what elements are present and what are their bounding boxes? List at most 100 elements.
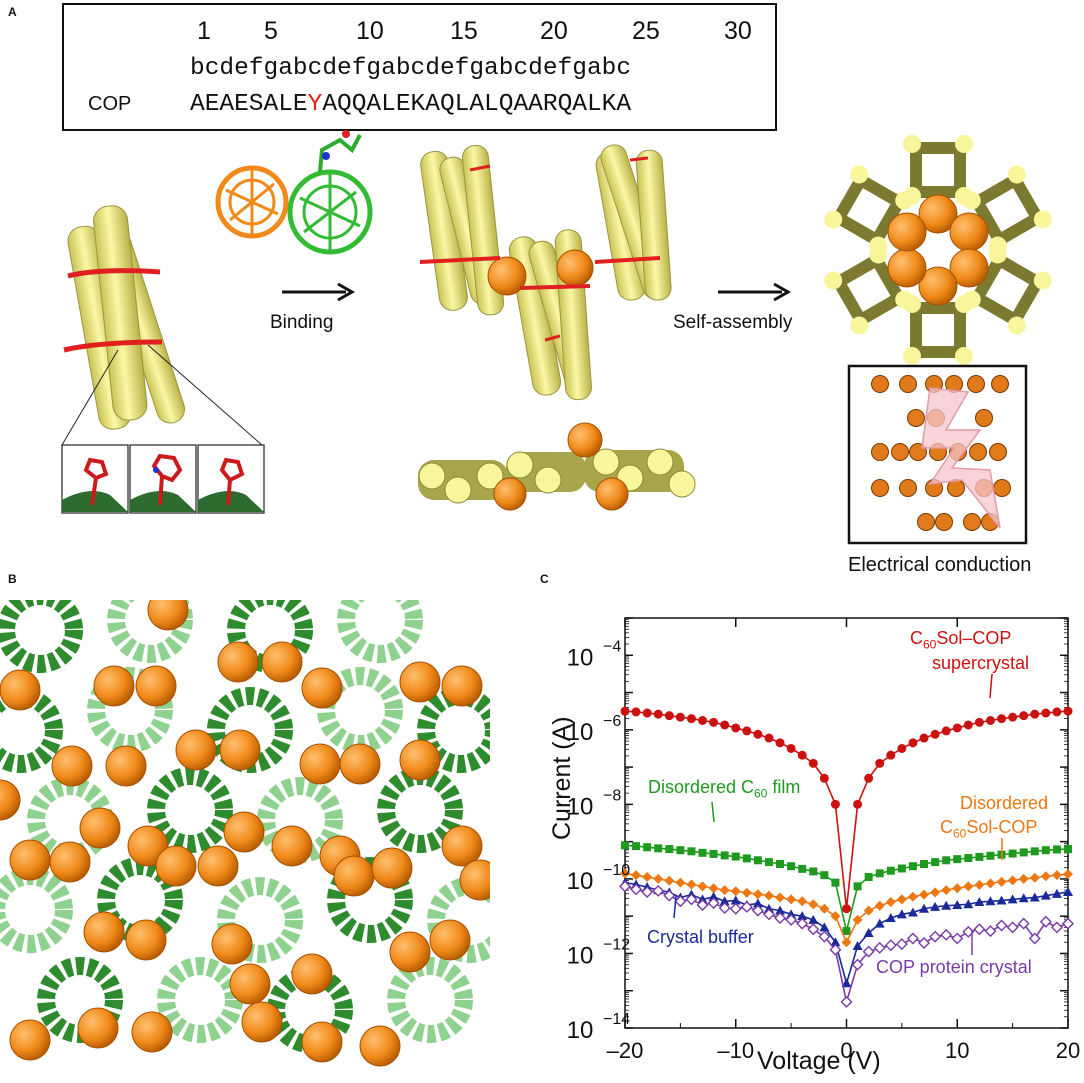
data-point-2 bbox=[719, 885, 730, 896]
data-point-1 bbox=[897, 864, 906, 873]
data-point-1 bbox=[809, 867, 818, 876]
data-point-3 bbox=[808, 914, 819, 924]
chart-series bbox=[619, 673, 1074, 1008]
data-point-1 bbox=[764, 858, 773, 867]
data-point-0 bbox=[709, 717, 719, 727]
data-point-3 bbox=[1063, 886, 1073, 896]
data-point-3 bbox=[719, 896, 730, 906]
fullerene-sphere bbox=[217, 641, 259, 683]
data-point-0 bbox=[963, 720, 973, 730]
series-label-supercrystal: C60Sol–COP bbox=[910, 628, 1012, 652]
data-point-2 bbox=[1007, 875, 1018, 886]
data-point-2 bbox=[841, 937, 852, 948]
data-point-1 bbox=[908, 862, 917, 871]
data-point-0 bbox=[686, 714, 696, 724]
fullerene-sphere bbox=[459, 859, 490, 901]
conduction-fullerene bbox=[935, 513, 953, 531]
data-point-4 bbox=[751, 904, 764, 917]
data-point-4 bbox=[685, 893, 698, 906]
data-point-1 bbox=[1041, 846, 1050, 855]
conduction-fullerene bbox=[969, 443, 987, 461]
data-point-4 bbox=[619, 880, 631, 893]
data-point-2 bbox=[919, 889, 930, 900]
fullerene-sphere bbox=[333, 855, 375, 897]
fullerene-sphere bbox=[211, 923, 253, 965]
data-point-2 bbox=[952, 883, 963, 894]
schematic-illustration bbox=[61, 130, 1052, 545]
y-tick-exponent: −10 bbox=[603, 862, 630, 879]
y-tick-label: 10 bbox=[567, 942, 594, 969]
data-point-4 bbox=[840, 995, 853, 1008]
conduction-fullerene bbox=[989, 443, 1007, 461]
sequence-highlight-residue: Y bbox=[307, 91, 323, 118]
fullerene-sphere bbox=[77, 1007, 119, 1049]
data-point-4 bbox=[652, 884, 665, 897]
data-point-3 bbox=[874, 918, 885, 928]
data-point-1 bbox=[831, 878, 840, 887]
data-point-2 bbox=[1018, 873, 1029, 884]
data-point-0 bbox=[864, 773, 874, 783]
data-point-0 bbox=[974, 717, 984, 727]
data-point-4 bbox=[862, 945, 875, 958]
data-point-0 bbox=[875, 758, 885, 768]
x-tick-label: –10 bbox=[717, 1038, 754, 1063]
data-point-4 bbox=[807, 923, 820, 936]
data-point-0 bbox=[1052, 707, 1062, 717]
position-15: 15 bbox=[450, 17, 478, 45]
sequence-name: COP bbox=[88, 93, 132, 115]
data-point-1 bbox=[1019, 848, 1028, 857]
x-tick-label: 0 bbox=[840, 1038, 852, 1063]
data-point-1 bbox=[842, 927, 851, 936]
data-point-2 bbox=[631, 870, 642, 881]
data-point-1 bbox=[687, 847, 696, 856]
data-point-4 bbox=[918, 937, 931, 950]
data-point-1 bbox=[1008, 849, 1017, 858]
conduction-fullerene bbox=[899, 375, 917, 393]
data-point-2 bbox=[996, 876, 1007, 887]
data-point-1 bbox=[676, 846, 685, 855]
data-point-3 bbox=[786, 909, 797, 919]
data-point-2 bbox=[808, 899, 819, 910]
series-label-cop-protein-crystal: COP protein crystal bbox=[876, 957, 1032, 977]
data-point-0 bbox=[908, 738, 918, 748]
label-leader bbox=[711, 801, 715, 823]
fullerene-sphere bbox=[359, 1025, 401, 1067]
conduction-fullerene bbox=[917, 513, 935, 531]
fullerene-sphere bbox=[79, 807, 121, 849]
data-point-1 bbox=[787, 862, 796, 871]
data-point-0 bbox=[775, 738, 785, 748]
position-25: 25 bbox=[632, 17, 660, 45]
data-point-2 bbox=[642, 872, 653, 883]
y-tick-exponent: −4 bbox=[603, 638, 621, 655]
data-point-0 bbox=[897, 743, 907, 753]
iv-chart: –20 –10 0 10 20 10 −14 10 −12 10 −10 10 −8 10 −6 10 −4 bbox=[567, 617, 1080, 1063]
electrical-conduction-label: Electrical conduction bbox=[848, 554, 1032, 576]
series-label-disordered-sol: Disordered bbox=[960, 793, 1049, 813]
data-point-3 bbox=[941, 900, 952, 910]
protein-ring bbox=[377, 767, 463, 853]
x-tick-label: –20 bbox=[607, 1038, 644, 1063]
data-point-4 bbox=[740, 900, 753, 913]
conduction-fullerene bbox=[993, 479, 1011, 497]
data-point-3 bbox=[885, 913, 896, 923]
data-point-0 bbox=[1041, 708, 1051, 718]
data-point-2 bbox=[863, 905, 874, 916]
data-point-1 bbox=[864, 873, 873, 882]
data-point-3 bbox=[930, 901, 941, 911]
data-point-2 bbox=[1029, 872, 1040, 883]
label-leader bbox=[989, 673, 993, 699]
data-point-0 bbox=[797, 750, 807, 760]
fullerene-sphere bbox=[291, 953, 333, 995]
data-point-0 bbox=[1030, 709, 1040, 719]
conduction-fullerene bbox=[871, 479, 889, 497]
fullerene-sphere bbox=[175, 729, 217, 771]
data-point-2 bbox=[819, 903, 830, 914]
data-point-0 bbox=[1008, 712, 1018, 722]
data-point-4 bbox=[1028, 932, 1041, 945]
data-point-2 bbox=[830, 911, 841, 922]
fullerene-sphere bbox=[9, 839, 51, 881]
data-point-1 bbox=[709, 849, 718, 858]
data-point-1 bbox=[776, 860, 785, 868]
conduction-fullerene bbox=[871, 375, 889, 393]
data-point-4 bbox=[718, 901, 731, 914]
